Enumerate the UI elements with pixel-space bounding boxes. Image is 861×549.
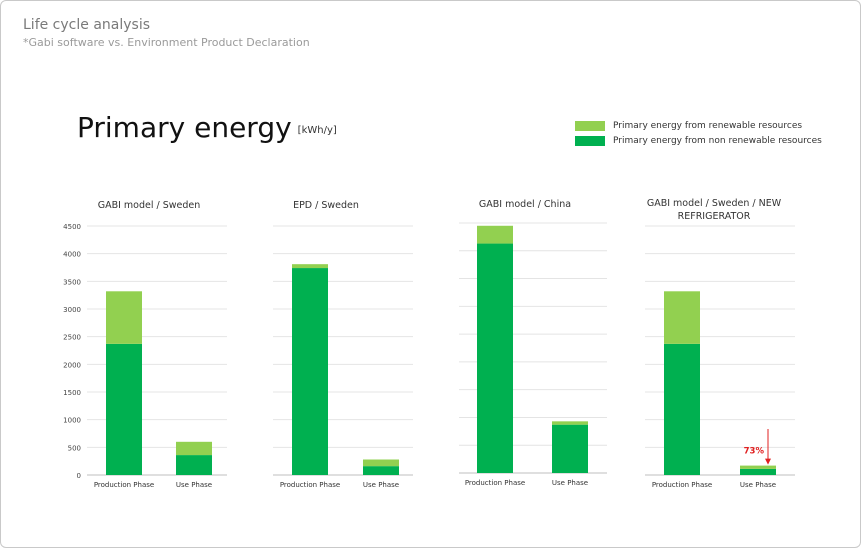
header-subtitle: *Gabi software vs. Environment Product D… bbox=[23, 36, 310, 49]
chart-panel-3: GABI model / China Production Phase Use Ph… bbox=[459, 199, 607, 487]
y-tick-label: 2500 bbox=[63, 334, 81, 342]
bar-non-renewable bbox=[292, 268, 328, 475]
legend-swatch-renewable bbox=[575, 121, 605, 131]
main-title-unit: [kWh/y] bbox=[297, 125, 337, 136]
bar-renewable bbox=[176, 441, 212, 456]
bar-renewable bbox=[552, 421, 588, 425]
chart-panel-4: GABI model / Sweden / NEW REFRIGERATOR Pro… bbox=[645, 198, 795, 489]
legend-label-renewable: Primary energy from renewable resources bbox=[613, 121, 803, 131]
bar-non-renewable bbox=[740, 468, 776, 475]
x-tick-label: Use Phase bbox=[363, 481, 399, 489]
chart-panel-1: 0 500 1000 1500 2000 2500 3000 3500 4000 4500 GABI… bbox=[63, 200, 227, 489]
chart-panel-2: EPD / Sweden Production Phase Use Phase bbox=[273, 200, 413, 489]
main-title-text: Primary energy bbox=[77, 111, 292, 144]
legend-item-renewable: Primary energy from renewable resources bbox=[575, 119, 822, 133]
bar-non-renewable bbox=[363, 466, 399, 475]
reduction-annotation: 73% bbox=[744, 429, 771, 465]
y-tick-label: 3500 bbox=[63, 278, 81, 286]
annotation-percent: 73% bbox=[744, 447, 765, 457]
bar-non-renewable bbox=[176, 455, 212, 475]
legend: Primary energy from renewable resources … bbox=[575, 119, 822, 149]
bar-non-renewable bbox=[664, 343, 700, 475]
bar-renewable bbox=[106, 291, 142, 344]
annotation-arrow-head bbox=[765, 458, 771, 465]
bar-non-renewable bbox=[477, 243, 513, 473]
bar-renewable bbox=[477, 225, 513, 244]
legend-label-non-renewable: Primary energy from non renewable resour… bbox=[613, 136, 822, 146]
chart-title: GABI model / Sweden bbox=[98, 200, 201, 211]
legend-swatch-non-renewable bbox=[575, 136, 605, 146]
bar-renewable bbox=[292, 264, 328, 269]
x-tick-label: Production Phase bbox=[465, 479, 525, 487]
bar-renewable bbox=[363, 459, 399, 467]
chart-title: REFRIGERATOR bbox=[678, 211, 751, 222]
chart-title: EPD / Sweden bbox=[293, 200, 359, 211]
y-tick-label: 500 bbox=[68, 444, 81, 452]
y-tick-label: 3000 bbox=[63, 306, 81, 314]
main-title: Primary energy [kWh/y] bbox=[77, 111, 337, 144]
x-tick-label: Use Phase bbox=[176, 481, 212, 489]
chart-title: GABI model / China bbox=[479, 199, 571, 210]
y-tick-label: 0 bbox=[77, 472, 81, 480]
bar-renewable bbox=[740, 465, 776, 469]
y-tick-label: 4000 bbox=[63, 251, 81, 259]
x-tick-label: Use Phase bbox=[552, 479, 588, 487]
y-tick-label: 4500 bbox=[63, 223, 81, 231]
x-tick-label: Production Phase bbox=[652, 481, 712, 489]
x-tick-label: Production Phase bbox=[94, 481, 154, 489]
x-tick-label: Production Phase bbox=[280, 481, 340, 489]
y-tick-label: 1000 bbox=[63, 417, 81, 425]
y-tick-label: 1500 bbox=[63, 389, 81, 397]
bar-renewable bbox=[664, 291, 700, 344]
chart-title: GABI model / Sweden / NEW bbox=[647, 198, 782, 209]
bar-non-renewable bbox=[106, 343, 142, 475]
x-tick-label: Use Phase bbox=[740, 481, 776, 489]
y-tick-label: 2000 bbox=[63, 361, 81, 369]
bar-non-renewable bbox=[552, 424, 588, 473]
legend-item-non-renewable: Primary energy from non renewable resour… bbox=[575, 134, 822, 148]
header-title: Life cycle analysis bbox=[23, 17, 150, 33]
